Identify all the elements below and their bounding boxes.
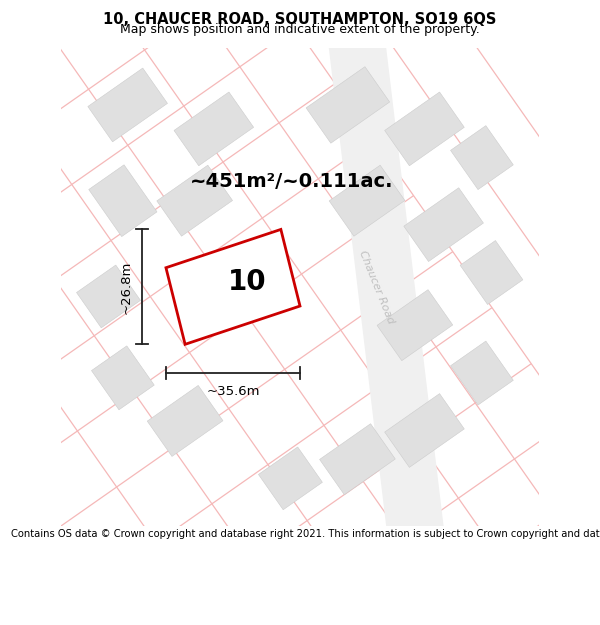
Polygon shape [460,241,523,304]
Polygon shape [329,48,443,526]
Polygon shape [385,394,464,468]
Polygon shape [91,346,154,410]
Polygon shape [404,188,484,261]
Polygon shape [259,447,322,510]
Polygon shape [320,424,395,495]
Text: 10, CHAUCER ROAD, SOUTHAMPTON, SO19 6QS: 10, CHAUCER ROAD, SOUTHAMPTON, SO19 6QS [103,12,497,27]
Polygon shape [329,165,405,236]
Text: ~35.6m: ~35.6m [206,385,260,398]
Text: Contains OS data © Crown copyright and database right 2021. This information is : Contains OS data © Crown copyright and d… [11,529,600,539]
Text: ~26.8m: ~26.8m [119,260,133,314]
Text: Map shows position and indicative extent of the property.: Map shows position and indicative extent… [120,22,480,36]
Polygon shape [385,92,464,166]
Polygon shape [88,68,167,142]
Polygon shape [377,289,453,361]
Polygon shape [77,265,140,328]
Polygon shape [166,229,300,344]
Text: Chaucer Road: Chaucer Road [358,249,396,325]
Text: ~451m²/~0.111ac.: ~451m²/~0.111ac. [190,172,394,191]
Polygon shape [89,165,157,237]
Polygon shape [174,92,254,166]
Polygon shape [147,386,223,456]
Text: 10: 10 [228,268,266,296]
Polygon shape [451,341,514,405]
Polygon shape [306,67,389,143]
Polygon shape [157,165,233,236]
Polygon shape [451,126,514,189]
